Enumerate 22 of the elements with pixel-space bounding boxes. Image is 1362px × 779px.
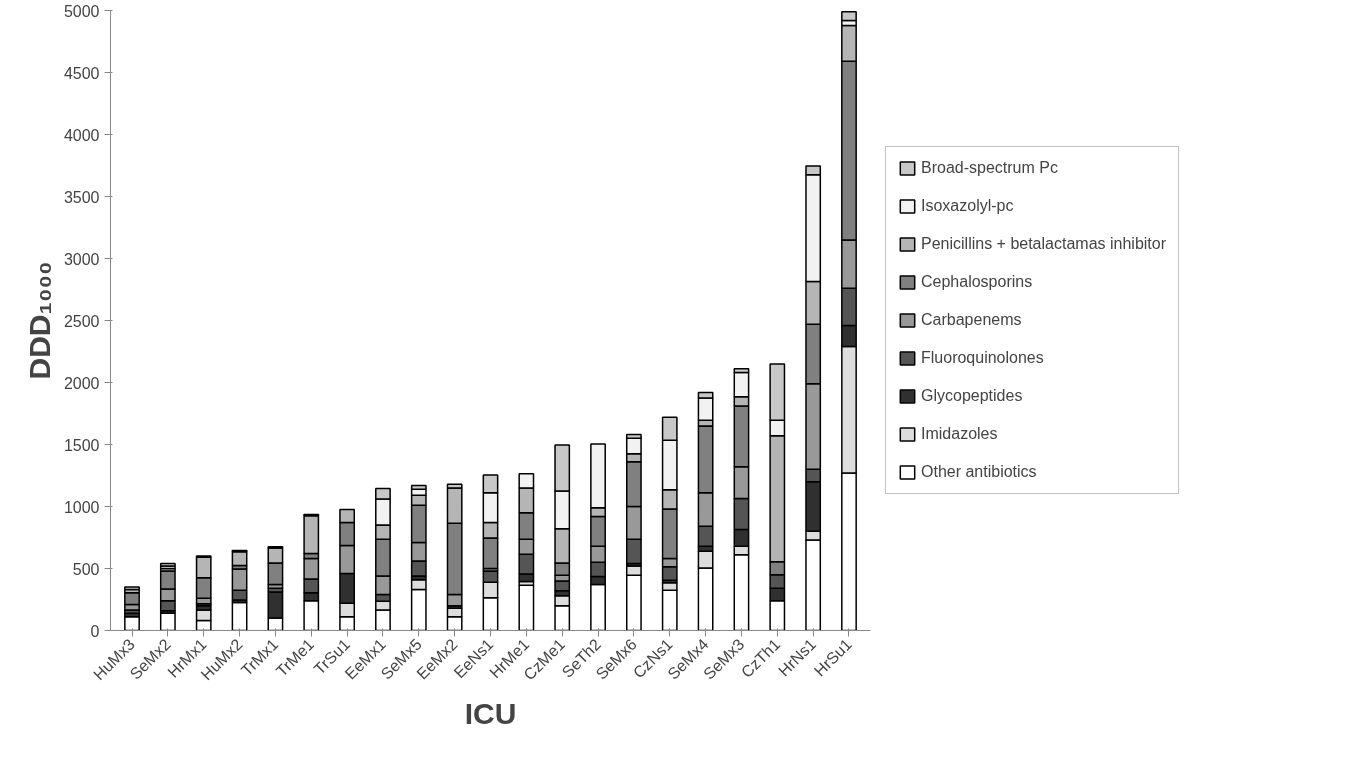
legend-label: Other antibiotics [921, 463, 1037, 481]
legend-label: Imidazoles [921, 425, 998, 443]
legend-label: Broad-spectrum Pc [921, 159, 1058, 177]
y-tick-label: 1500 [63, 436, 100, 454]
legend-label: Glycopeptides [921, 387, 1023, 405]
y-tick-label: 3500 [63, 188, 100, 206]
y-tick-label: 4500 [63, 64, 100, 82]
y-tick-label: 4000 [63, 126, 100, 144]
x-axis-title: ICU [464, 697, 517, 731]
y-tick-label: 5000 [63, 2, 100, 20]
y-tick-label: 0 [90, 622, 100, 640]
y-tick-label: 1000 [63, 498, 100, 516]
legend-label: Isoxazolyl-pc [921, 197, 1014, 215]
y-tick-label: 2000 [63, 374, 100, 392]
y-axis-title: DDD₁₀₀₀ [22, 261, 56, 380]
legend-label: Carbapenems [921, 311, 1022, 329]
legend-label: Cephalosporins [921, 273, 1033, 291]
legend-label: Fluoroquinolones [921, 349, 1044, 367]
y-tick-label: 3000 [63, 250, 100, 268]
legend-label: Penicillins + betalactamas inhibitor [921, 235, 1167, 253]
y-tick-label: 2500 [63, 312, 100, 330]
y-tick-label: 500 [72, 560, 100, 578]
